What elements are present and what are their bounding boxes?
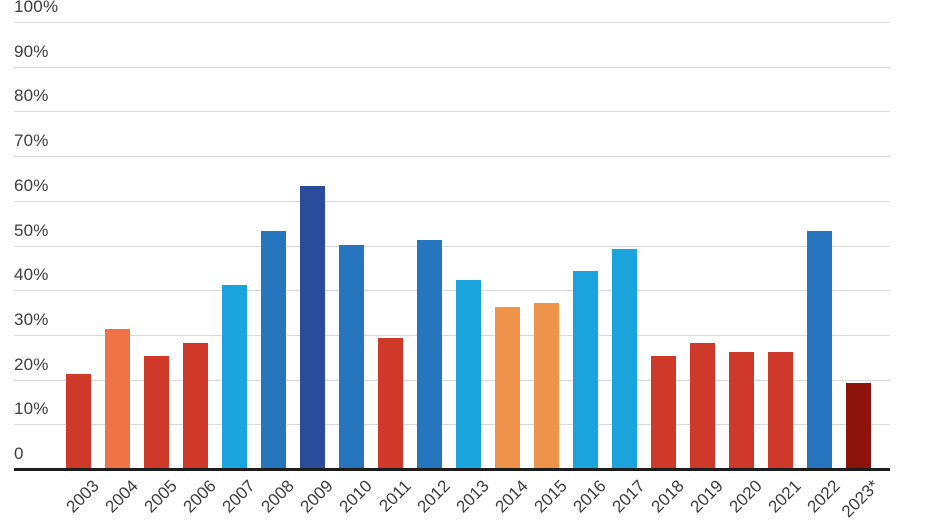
x-axis-label-2013: 2013 (452, 476, 493, 517)
y-axis-label-80: 80% (14, 86, 49, 106)
bar-2010 (338, 244, 364, 468)
x-axis-label-2010: 2010 (335, 476, 376, 517)
y-axis-label-50: 50% (14, 220, 49, 240)
x-axis-label-2016: 2016 (569, 476, 610, 517)
x-axis-label-2007: 2007 (218, 476, 259, 517)
bar-2021 (767, 351, 793, 468)
gridline-70pct (14, 156, 890, 158)
gridline-30pct (14, 334, 890, 336)
y-axis-label-0: 0 (14, 444, 24, 463)
x-axis-label-2019: 2019 (686, 476, 727, 517)
bar-2020 (728, 351, 754, 468)
x-axis-label-2018: 2018 (647, 476, 688, 517)
bar-2016 (572, 271, 598, 468)
x-axis-label-2009: 2009 (296, 476, 337, 517)
x-axis-label-2005: 2005 (140, 476, 181, 517)
x-axis-label-2022: 2022 (803, 476, 844, 517)
x-axis-label-2006: 2006 (179, 476, 220, 517)
bar-2017 (611, 248, 637, 468)
bar-2019 (689, 342, 715, 468)
bar-2005 (143, 356, 169, 468)
bar-2015 (533, 302, 559, 468)
y-axis-label-40: 40% (14, 265, 49, 285)
x-axis-label-2023: 2023* (837, 476, 883, 522)
bar-2023 (845, 383, 871, 468)
bar-2022 (806, 231, 832, 468)
gridline-100pct (14, 22, 890, 23)
y-axis-label-10: 10% (14, 399, 49, 419)
gridline-60pct (14, 200, 890, 202)
gridline-80pct (14, 111, 890, 113)
gridline-20pct (14, 379, 890, 381)
x-axis-label-2015: 2015 (530, 476, 571, 517)
x-axis-label-2014: 2014 (491, 476, 532, 517)
bar-2014 (494, 307, 520, 468)
bar-2018 (650, 356, 676, 468)
x-axis-label-2004: 2004 (101, 476, 142, 517)
gridline-90pct (14, 66, 890, 68)
y-axis-label-70: 70% (14, 131, 49, 151)
bar-2008 (260, 231, 286, 468)
bar-2006 (182, 342, 208, 468)
x-axis-label-2003: 2003 (62, 476, 103, 517)
x-axis-label-2017: 2017 (608, 476, 649, 517)
y-axis-label-100: 100% (14, 0, 59, 16)
x-axis-label-2011: 2011 (375, 476, 415, 516)
x-axis-line (14, 468, 890, 471)
y-axis-label-30: 30% (14, 309, 49, 329)
x-axis-label-2021: 2021 (764, 476, 805, 517)
y-axis-label-60: 60% (14, 175, 49, 195)
gridline-10pct (14, 424, 890, 426)
x-axis-label-2012: 2012 (413, 476, 454, 517)
x-axis-label-2008: 2008 (257, 476, 298, 517)
y-axis-label-20: 20% (14, 354, 49, 374)
gridline-50pct (14, 245, 890, 247)
bar-2009 (299, 186, 325, 468)
bar-2013 (455, 280, 481, 468)
gridline-40pct (14, 290, 890, 292)
bar-2004 (104, 329, 130, 468)
bar-2011 (377, 338, 403, 468)
bar-2003 (65, 374, 91, 468)
x-axis-label-2020: 2020 (725, 476, 766, 517)
bar-2007 (221, 284, 247, 468)
bar-2012 (416, 240, 442, 468)
y-axis-label-90: 90% (14, 41, 49, 61)
